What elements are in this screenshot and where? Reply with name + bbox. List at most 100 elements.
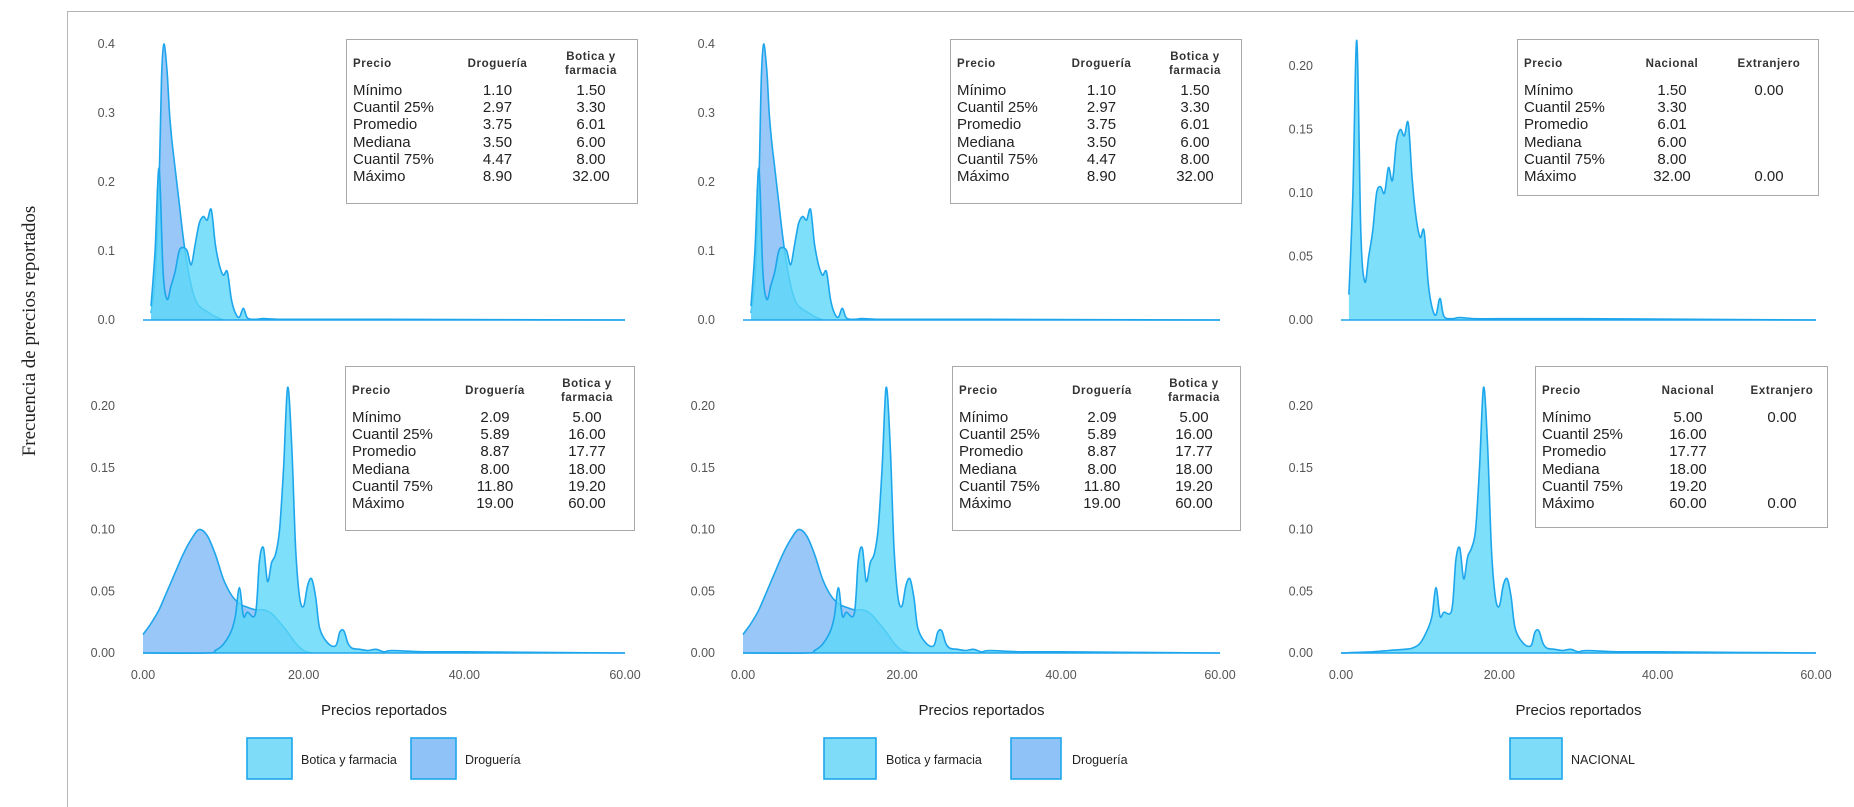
- y-tick-label: 0.1: [698, 244, 715, 258]
- stats-row: Mínimo 5.00 0.00: [1542, 409, 1826, 426]
- x-tick-label: 0.00: [1329, 668, 1353, 682]
- series-line-botica: [742, 386, 1221, 654]
- stats-row: Mínimo 2.09 5.00: [352, 409, 628, 426]
- stats-header-cell: Precio: [353, 58, 392, 70]
- y-tick-label: 0.00: [91, 646, 115, 660]
- stats-cell: Cuantil 75%: [1524, 150, 1605, 168]
- x-tick-label: 0.00: [731, 668, 755, 682]
- panel-2: 0.0 0.1 0.2 0.3 0.4: [698, 37, 1221, 327]
- stats-row: Mediana 18.00: [1542, 461, 1826, 478]
- y-tick-label: 0.4: [698, 37, 715, 51]
- stats-header-cell: Droguería: [467, 58, 528, 70]
- series-line-nacional: [1340, 386, 1817, 654]
- stats-row: Cuantil 75% 4.47 8.00: [957, 151, 1236, 168]
- x-axis-title: Precios reportados: [321, 702, 447, 719]
- stats-cell: 4.47: [482, 150, 513, 168]
- y-tick-label: 0.15: [1289, 123, 1313, 137]
- stats-cell: 5.00: [1179, 409, 1209, 426]
- stats-cell: 18.00: [1669, 460, 1707, 478]
- stats-cell: 6.00: [1180, 133, 1210, 151]
- stats-cell: Mínimo: [1524, 82, 1574, 99]
- series-area-nacional: [1341, 387, 1816, 653]
- stats-cell: 6.00: [1657, 133, 1687, 151]
- legend-swatch: [1010, 737, 1062, 780]
- stats-row: Mediana 3.50 6.00: [957, 134, 1236, 151]
- stats-cell: 16.00: [1669, 426, 1707, 444]
- stats-cell: Mínimo: [1542, 409, 1592, 426]
- x-tick-label: 40.00: [449, 668, 480, 682]
- stats-cell: Mediana: [1524, 133, 1582, 151]
- stats-cell: 8.00: [576, 150, 606, 168]
- stats-cell: Mediana: [353, 133, 411, 151]
- y-tick-label: 0.05: [1289, 584, 1313, 598]
- stats-row: Mínimo 2.09 5.00: [959, 409, 1235, 426]
- stats-cell: 19.00: [476, 495, 514, 513]
- stats-cell: Mediana: [352, 460, 410, 478]
- stats-cell: Cuantil 75%: [959, 477, 1040, 495]
- stats-cell: 3.30: [1180, 99, 1210, 117]
- stats-cell: Mediana: [1542, 460, 1600, 478]
- stats-row: Cuantil 75% 8.00: [1524, 151, 1814, 168]
- y-tick-label: 0.2: [98, 175, 115, 189]
- stats-table-box: Precio Droguería Botica y farmacia Mínimo 2.…: [345, 366, 635, 531]
- stats-table: Precio Nacional Extranjero Mínimo 5.00 0.00 Cu…: [1542, 373, 1826, 512]
- stats-row: Promedio 3.75 6.01: [353, 116, 632, 133]
- stats-cell: 5.89: [1087, 426, 1117, 444]
- stats-cell: Cuantil 25%: [959, 426, 1040, 444]
- stats-header-cell: Extranjero: [1737, 58, 1801, 70]
- stats-header-cell: Botica y farmacia: [1168, 51, 1222, 77]
- stats-table-box: Precio Droguería Botica y farmacia Mínimo 2.…: [952, 366, 1241, 531]
- stats-cell: [1724, 134, 1814, 151]
- stats-row: Promedio 3.75 6.01: [957, 116, 1236, 133]
- stats-cell: Cuantil 25%: [353, 99, 434, 117]
- stats-header-cell: Droguería: [1071, 58, 1132, 70]
- y-tick-label: 0.0: [698, 313, 715, 327]
- stats-cell: [1738, 478, 1826, 495]
- stats-cell: 17.77: [1669, 443, 1707, 461]
- stats-cell: Cuantil 75%: [353, 150, 434, 168]
- panel-5: 0.00 0.05 0.10 0.15 0.20 0.00 20.00 40.00 60.00 P…: [691, 386, 1236, 719]
- y-tick-label: 0.20: [1289, 399, 1313, 413]
- stats-table-box: Precio Droguería Botica y farmacia Mínimo 1.…: [950, 39, 1242, 204]
- legend-swatch: [410, 737, 457, 780]
- stats-cell: Cuantil 75%: [957, 150, 1038, 168]
- stats-cell: 5.00: [572, 409, 602, 426]
- series-area-botica: [151, 168, 625, 320]
- stats-row: Cuantil 25% 5.89 16.00: [352, 426, 628, 443]
- stats-cell: Promedio: [352, 443, 417, 461]
- series-line-botica: [142, 386, 626, 654]
- series-line-nacional: [1348, 39, 1817, 321]
- stats-row: Cuantil 75% 4.47 8.00: [353, 151, 632, 168]
- stats-cell: 32.00: [1176, 168, 1214, 186]
- stats-row: Mediana 6.00: [1524, 134, 1814, 151]
- stats-cell: Mediana: [957, 133, 1015, 151]
- stats-cell: 8.00: [1087, 460, 1117, 478]
- stats-cell: 3.50: [482, 133, 513, 151]
- stats-header-cell: Nacional: [1645, 58, 1699, 70]
- stats-header-cell: Precio: [1542, 385, 1581, 397]
- stats-cell: 60.00: [1669, 495, 1707, 513]
- stats-cell: Mínimo: [959, 409, 1009, 426]
- stats-cell: 2.97: [1086, 99, 1117, 117]
- stats-row: Máximo 60.00 0.00: [1542, 495, 1826, 512]
- legend-swatch: [823, 737, 877, 780]
- stats-cell: [1738, 461, 1826, 478]
- stats-cell: 6.01: [1657, 116, 1687, 134]
- stats-cell: 0.00: [1767, 495, 1797, 513]
- series-area-nacional: [1348, 40, 1816, 320]
- stats-header-cell: Precio: [959, 385, 998, 397]
- stats-cell: 3.50: [1086, 133, 1117, 151]
- stats-cell: 32.00: [572, 168, 610, 186]
- legend-label: Droguería: [1072, 753, 1128, 767]
- y-tick-label: 0.05: [91, 584, 115, 598]
- stats-cell: Cuantil 25%: [1524, 99, 1605, 117]
- x-tick-label: 20.00: [886, 668, 917, 682]
- stats-row: Mediana 8.00 18.00: [352, 461, 628, 478]
- legend-label: Droguería: [465, 753, 521, 767]
- stats-cell: 0.00: [1754, 82, 1784, 99]
- panel-1: 0.0 0.1 0.2 0.3 0.4: [98, 37, 626, 327]
- y-tick-label: 0.10: [691, 523, 715, 537]
- stats-cell: 1.50: [1657, 82, 1687, 99]
- stats-row: Máximo 8.90 32.00: [353, 168, 632, 185]
- stats-cell: 8.87: [480, 443, 510, 461]
